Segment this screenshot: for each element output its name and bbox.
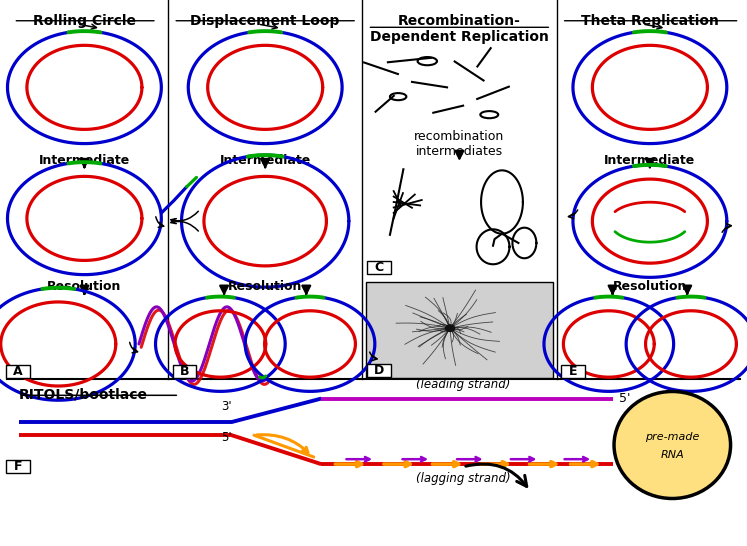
Text: E: E: [568, 365, 577, 378]
Text: F: F: [13, 460, 22, 473]
FancyBboxPatch shape: [367, 261, 391, 274]
Text: Intermediate: Intermediate: [39, 154, 130, 167]
Text: RITOLS/bootlace: RITOLS/bootlace: [19, 388, 148, 402]
Text: Recombination-
Dependent Replication: Recombination- Dependent Replication: [370, 14, 549, 44]
Text: A: A: [13, 365, 22, 378]
Text: D: D: [374, 364, 384, 377]
Text: Rolling Circle: Rolling Circle: [33, 14, 136, 28]
Text: (lagging strand): (lagging strand): [416, 472, 510, 485]
Text: pre-made: pre-made: [645, 432, 699, 442]
Text: recombination
intermediates: recombination intermediates: [415, 130, 504, 158]
FancyBboxPatch shape: [367, 364, 391, 377]
Text: 5': 5': [619, 392, 630, 405]
Text: B: B: [180, 365, 189, 378]
Text: Intermediate: Intermediate: [220, 154, 311, 167]
Text: (leading strand): (leading strand): [416, 378, 510, 391]
Text: Theta Replication: Theta Replication: [581, 14, 719, 28]
Text: Resolution: Resolution: [47, 280, 122, 293]
Ellipse shape: [614, 391, 731, 498]
Bar: [366, 282, 553, 378]
Text: Displacement Loop: Displacement Loop: [190, 14, 340, 28]
Text: Intermediate: Intermediate: [604, 154, 695, 167]
Text: Resolution: Resolution: [228, 280, 303, 293]
Text: RNA: RNA: [660, 450, 684, 460]
FancyBboxPatch shape: [6, 365, 30, 378]
FancyBboxPatch shape: [173, 365, 196, 378]
Text: 5': 5': [221, 431, 232, 444]
Text: Resolution: Resolution: [613, 280, 687, 293]
Circle shape: [445, 325, 454, 331]
Text: 3': 3': [221, 400, 232, 413]
FancyBboxPatch shape: [561, 365, 585, 378]
Text: 3': 3': [619, 458, 630, 471]
Text: C: C: [374, 261, 383, 274]
FancyBboxPatch shape: [6, 460, 30, 473]
